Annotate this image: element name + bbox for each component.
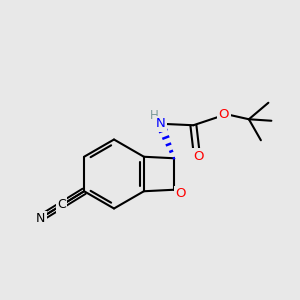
Text: C: C bbox=[57, 198, 66, 211]
Text: H: H bbox=[149, 109, 158, 122]
Text: O: O bbox=[194, 150, 204, 163]
Text: N: N bbox=[36, 212, 45, 225]
Text: O: O bbox=[175, 187, 186, 200]
Text: N: N bbox=[155, 117, 165, 130]
Text: O: O bbox=[219, 108, 229, 121]
